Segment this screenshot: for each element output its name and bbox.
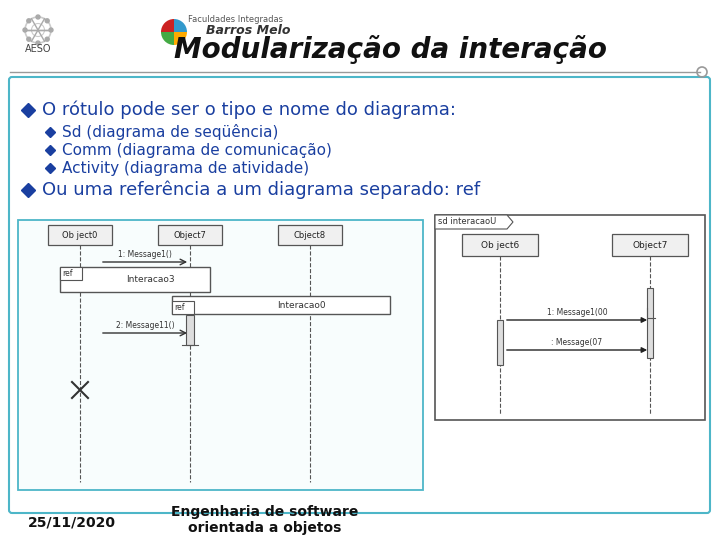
- Text: Interacao0: Interacao0: [276, 300, 325, 309]
- FancyBboxPatch shape: [497, 320, 503, 365]
- Circle shape: [45, 19, 49, 23]
- FancyBboxPatch shape: [172, 301, 194, 314]
- Circle shape: [36, 41, 40, 45]
- Text: Comm (diagrama de comunicação): Comm (diagrama de comunicação): [62, 143, 332, 158]
- Wedge shape: [174, 32, 187, 45]
- FancyBboxPatch shape: [60, 267, 82, 280]
- Text: Engenharia de software
orientada a objetos: Engenharia de software orientada a objet…: [171, 505, 359, 535]
- Text: 1: Message1(): 1: Message1(): [118, 250, 172, 259]
- Wedge shape: [174, 19, 187, 32]
- Text: 25/11/2020: 25/11/2020: [28, 515, 116, 529]
- FancyBboxPatch shape: [48, 225, 112, 245]
- Text: Faculdades Integradas: Faculdades Integradas: [187, 16, 282, 24]
- Circle shape: [49, 28, 53, 32]
- Text: Activity (diagrama de atividade): Activity (diagrama de atividade): [62, 160, 309, 176]
- FancyBboxPatch shape: [647, 288, 653, 358]
- Wedge shape: [161, 32, 174, 45]
- Text: 1: Message1(00: 1: Message1(00: [546, 308, 607, 317]
- FancyBboxPatch shape: [462, 234, 538, 256]
- Text: Object7: Object7: [632, 240, 667, 249]
- Circle shape: [45, 37, 49, 41]
- Text: Ob ject0: Ob ject0: [63, 231, 98, 240]
- Circle shape: [27, 37, 31, 41]
- FancyBboxPatch shape: [612, 234, 688, 256]
- Circle shape: [27, 19, 31, 23]
- FancyBboxPatch shape: [9, 77, 710, 513]
- Text: ref: ref: [62, 268, 73, 278]
- Text: 2: Message11(): 2: Message11(): [116, 321, 174, 330]
- FancyBboxPatch shape: [158, 225, 222, 245]
- FancyBboxPatch shape: [18, 220, 423, 490]
- Circle shape: [23, 28, 27, 32]
- Text: sd interacaoU: sd interacaoU: [438, 218, 496, 226]
- Text: Modularização da interação: Modularização da interação: [174, 35, 606, 64]
- FancyBboxPatch shape: [60, 267, 210, 292]
- Text: ref: ref: [174, 302, 184, 312]
- Polygon shape: [435, 215, 513, 229]
- Text: Interacao3: Interacao3: [126, 275, 174, 284]
- Text: Cbject8: Cbject8: [294, 231, 326, 240]
- Text: Ou uma referência a um diagrama separado: ref: Ou uma referência a um diagrama separado…: [42, 181, 480, 199]
- Wedge shape: [161, 19, 174, 32]
- Text: Ob ject6: Ob ject6: [481, 240, 519, 249]
- FancyBboxPatch shape: [278, 225, 342, 245]
- FancyBboxPatch shape: [186, 315, 194, 345]
- Text: Barros Melo: Barros Melo: [206, 24, 290, 37]
- FancyBboxPatch shape: [435, 215, 705, 420]
- Text: Object7: Object7: [174, 231, 207, 240]
- Text: O rótulo pode ser o tipo e nome do diagrama:: O rótulo pode ser o tipo e nome do diagr…: [42, 101, 456, 119]
- Text: Sd (diagrama de seqüência): Sd (diagrama de seqüência): [62, 124, 279, 140]
- Text: AESO: AESO: [24, 44, 51, 54]
- FancyBboxPatch shape: [172, 296, 390, 314]
- Circle shape: [36, 15, 40, 19]
- Text: : Message(07: : Message(07: [552, 338, 603, 347]
